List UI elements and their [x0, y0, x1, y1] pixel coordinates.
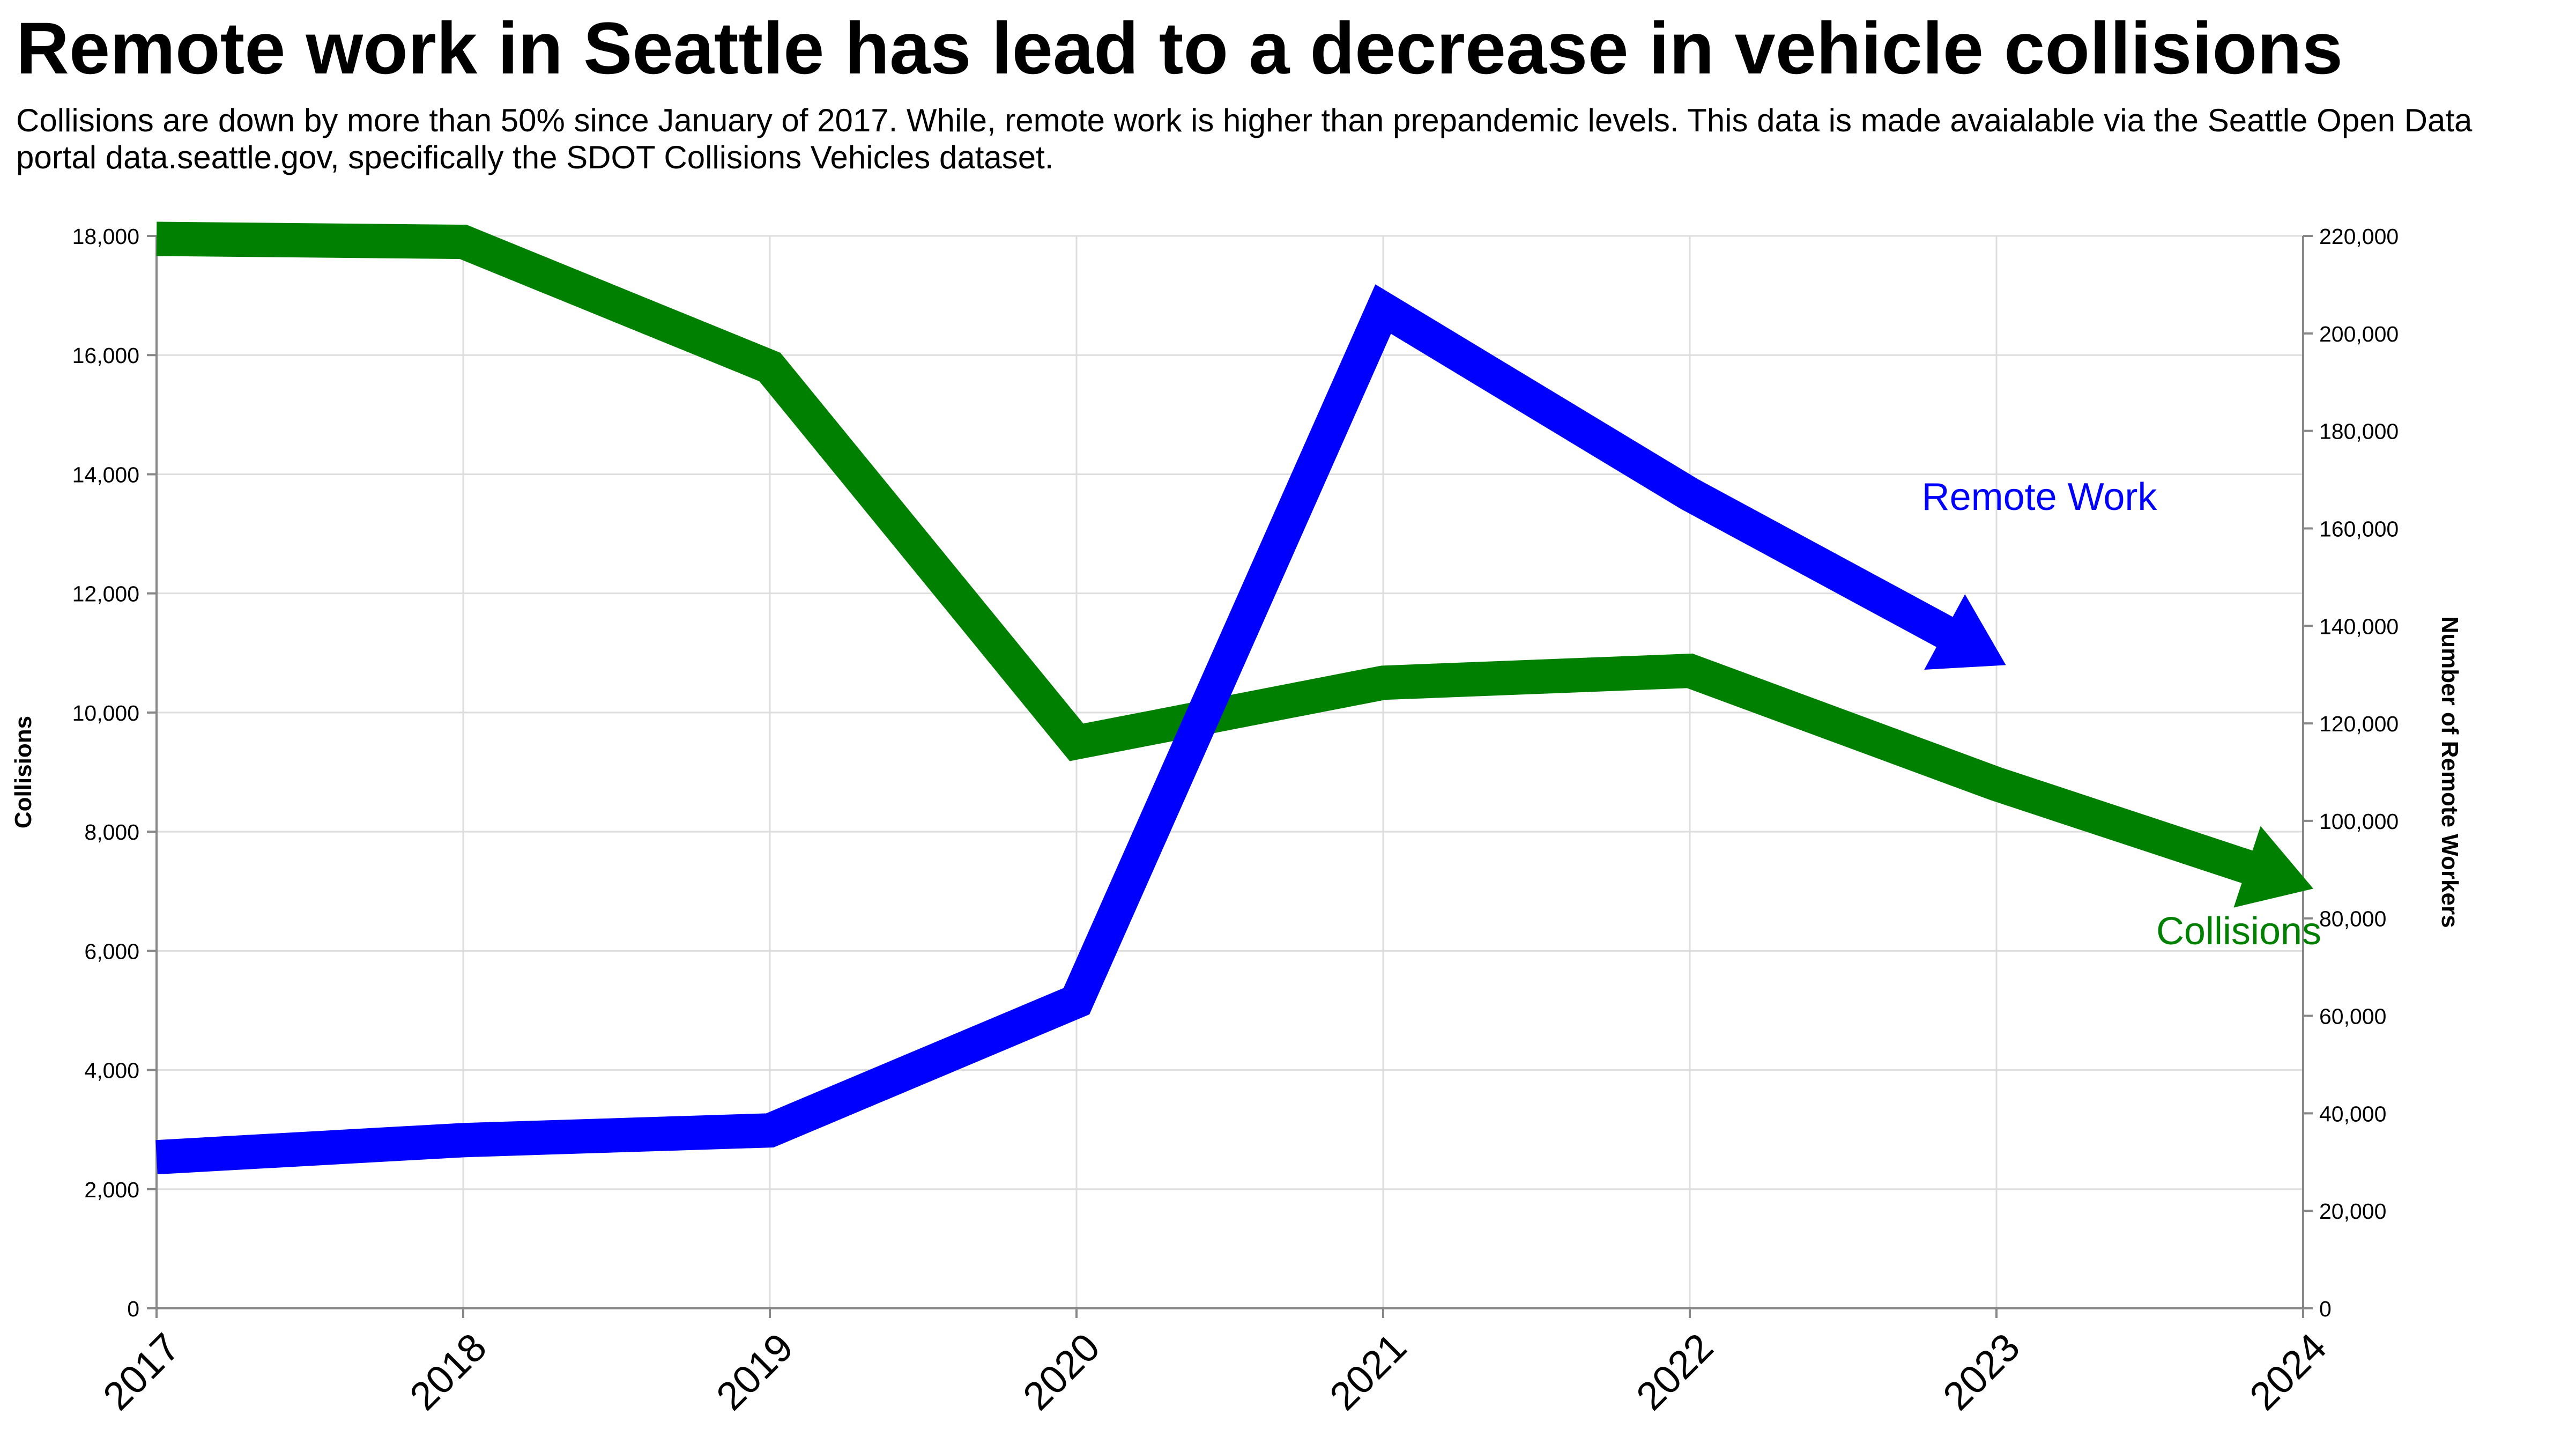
left-tick-label: 12,000 [72, 582, 139, 606]
series-labels: Collisions Remote Work [1922, 476, 2321, 953]
data-point [1995, 659, 1998, 661]
x-tick-label: 2017 [94, 1325, 188, 1419]
x-tick-label: 2023 [1934, 1325, 2028, 1419]
arrowhead-collisions [2233, 826, 2313, 908]
left-tick-label: 16,000 [72, 343, 139, 368]
right-tick-label: 140,000 [2319, 614, 2399, 639]
data-point [155, 1156, 158, 1158]
right-tick-label: 60,000 [2319, 1004, 2386, 1029]
series-line-collisions [156, 221, 2256, 884]
left-tick-label: 18,000 [72, 224, 139, 249]
right-tick-label: 220,000 [2319, 224, 2399, 249]
arrowhead-remote-work [1924, 594, 2006, 670]
left-axis-ticks: 0 2,000 4,000 6,000 8,000 10,000 12,000 14,000 1… [72, 224, 157, 1321]
y-axis-title-left: Collisions [10, 716, 36, 828]
series-label-remote-work: Remote Work [1922, 476, 2158, 518]
data-point [769, 366, 771, 368]
right-tick-label: 200,000 [2319, 322, 2399, 346]
right-tick-label: 180,000 [2319, 419, 2399, 444]
series-label-collisions: Collisions [2156, 910, 2321, 953]
left-tick-label: 4,000 [84, 1058, 139, 1083]
y-axis-title-right: Number of Remote Workers [2437, 616, 2463, 928]
chart-title: Remote work in Seattle has lead to a dec… [16, 8, 2343, 90]
y-gridlines [157, 235, 2303, 1190]
right-tick-label: 160,000 [2319, 516, 2399, 541]
right-tick-label: 120,000 [2319, 712, 2399, 736]
data-point [462, 1139, 464, 1141]
right-tick-label: 20,000 [2319, 1199, 2386, 1224]
data-point [2302, 884, 2304, 886]
left-tick-label: 8,000 [84, 820, 139, 845]
x-tick-label: 2020 [1014, 1325, 1108, 1419]
x-tick-label: 2018 [401, 1325, 495, 1419]
right-tick-label: 100,000 [2319, 809, 2399, 834]
data-point [1382, 682, 1384, 684]
data-point [155, 238, 158, 240]
left-tick-label: 10,000 [72, 701, 139, 725]
series-lines [155, 221, 2313, 1175]
data-point [1382, 308, 1384, 310]
left-tick-label: 6,000 [84, 939, 139, 964]
right-tick-label: 0 [2319, 1297, 2332, 1321]
data-point [769, 1129, 771, 1131]
left-tick-label: 2,000 [84, 1177, 139, 1202]
data-point [1689, 493, 1691, 495]
left-tick-label: 14,000 [72, 462, 139, 487]
data-point [1075, 741, 1078, 743]
x-tick-label: 2019 [708, 1325, 801, 1419]
right-tick-label: 80,000 [2319, 907, 2386, 931]
right-axis-ticks: 0 20,000 40,000 60,000 80,000 100,000 120,000 1… [2303, 224, 2399, 1321]
right-tick-label: 40,000 [2319, 1101, 2386, 1126]
data-point [462, 241, 464, 243]
chart-subtitle: Collisions are down by more than 50% sin… [16, 102, 2473, 175]
series-line-remote-work [155, 284, 1956, 1175]
x-axis-ticks: 2017 2018 2019 2020 2021 2022 2023 2024 [94, 1308, 2335, 1419]
data-point [1689, 670, 1691, 672]
x-tick-label: 2021 [1321, 1325, 1415, 1419]
left-tick-label: 0 [127, 1297, 139, 1321]
x-tick-label: 2022 [1628, 1325, 1721, 1419]
x-tick-label: 2024 [2241, 1325, 2335, 1419]
data-point [1995, 783, 1998, 785]
axes [155, 236, 2304, 1309]
data-point [1075, 1000, 1078, 1002]
